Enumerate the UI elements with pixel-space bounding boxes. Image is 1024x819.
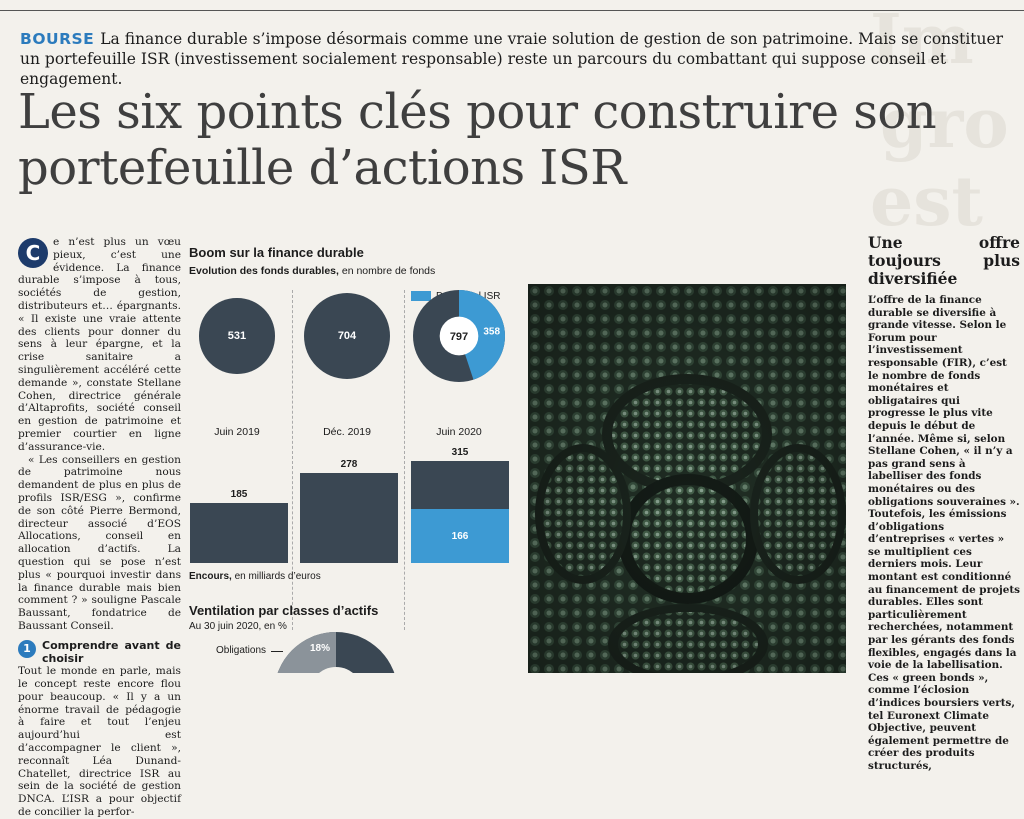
top-rule	[0, 10, 1024, 11]
ventilation-pointer	[271, 651, 283, 652]
forest-aerial-image	[528, 284, 846, 673]
donut-segment-obligations	[277, 632, 336, 673]
legend-swatch-isr	[411, 291, 431, 302]
donut-hole	[439, 316, 479, 356]
forest-photo	[528, 284, 846, 673]
article-headline: Les six points clés pour construire son …	[18, 84, 937, 196]
standfirst-text: La finance durable s’impose désormais co…	[20, 30, 1004, 88]
section-number-badge: 1	[18, 639, 36, 658]
column-divider	[292, 290, 293, 630]
encours-bar	[190, 503, 288, 563]
dropcap: C	[18, 238, 48, 268]
sidebar-box: Une offre toujours plus diversifiée L’of…	[868, 234, 1020, 773]
fund-circle: 531	[199, 298, 275, 374]
standfirst: BOURSE La finance durable s’impose désorm…	[20, 29, 1005, 89]
period-label: Juin 2020	[436, 426, 482, 438]
donut-value-label: 18%	[310, 643, 330, 654]
isr-value-label: 358	[483, 327, 500, 338]
period-label: Juin 2019	[214, 426, 260, 438]
encours-value-label: 315	[451, 447, 469, 458]
paragraph-2: « Les conseillers en gestion de patrimoi…	[18, 453, 181, 632]
encours-isr-bar: 166	[411, 509, 509, 563]
background-print-through: Im	[870, 0, 974, 80]
fund-donut-2: 797 358	[413, 290, 505, 382]
paragraph-3: Tout le monde en parle, mais le concept …	[18, 665, 181, 819]
ventilation-title: Ventilation par classes d’actifs	[189, 603, 379, 618]
background-print-through: gro	[880, 84, 1009, 164]
encours-bar	[300, 472, 398, 563]
section-1-heading: 1 Comprendre avant de choisir	[18, 639, 181, 666]
period-label: Déc. 2019	[323, 426, 371, 438]
paragraph-1: e n’est plus un vœu pieux, c’est une évi…	[18, 236, 181, 453]
donut-hole	[319, 667, 353, 673]
sidebar-title: Une offre toujours plus diversifiée	[868, 233, 1020, 288]
ventilation-subtitle: Au 30 juin 2020, en %	[189, 621, 287, 632]
background-print-through: est	[870, 162, 983, 242]
article-column-1: C e n’est plus un vœu pieux, c’est une é…	[18, 236, 181, 819]
infographic-subtitle: Evolution des fonds durables, en nombre …	[189, 265, 436, 277]
fund-value-label: 797	[450, 331, 468, 343]
fund-circle: 704	[303, 292, 391, 380]
infographic-title: Boom sur la finance durable	[189, 245, 364, 260]
infographic: Boom sur la finance durable Evolution de…	[189, 240, 524, 673]
ventilation-label: Obligations	[216, 645, 267, 656]
encours-caption: Encours, en milliards d’euros	[189, 571, 321, 582]
section-kicker: BOURSE	[20, 30, 95, 48]
section-title: Comprendre avant de choisir	[42, 639, 181, 665]
sidebar-text: L’offre de la finance durable se diversi…	[868, 294, 1020, 772]
ventilation-donut: 18%	[277, 632, 395, 673]
isr-segment	[459, 290, 505, 380]
column-divider	[404, 290, 405, 630]
encours-value-label: 278	[340, 458, 358, 470]
encours-value-label: 185	[230, 489, 248, 501]
